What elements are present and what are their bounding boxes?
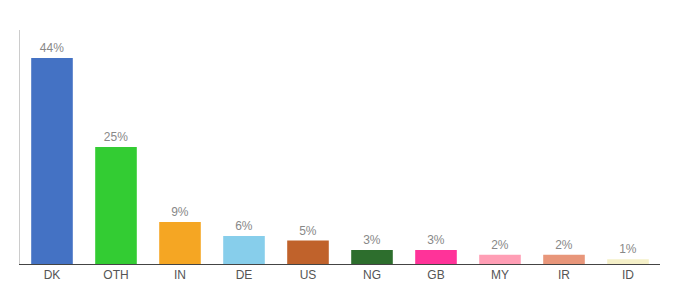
svg-text:DK: DK bbox=[44, 268, 61, 282]
svg-text:44%: 44% bbox=[40, 41, 64, 55]
svg-text:NG: NG bbox=[363, 268, 381, 282]
svg-text:IR: IR bbox=[558, 268, 570, 282]
svg-text:US: US bbox=[300, 268, 317, 282]
svg-text:ID: ID bbox=[622, 268, 634, 282]
svg-text:9%: 9% bbox=[171, 205, 189, 219]
svg-text:25%: 25% bbox=[104, 130, 128, 144]
svg-text:DE: DE bbox=[236, 268, 253, 282]
svg-text:3%: 3% bbox=[363, 233, 381, 247]
svg-text:2%: 2% bbox=[555, 238, 573, 252]
svg-text:MY: MY bbox=[491, 268, 509, 282]
svg-text:IN: IN bbox=[174, 268, 186, 282]
svg-text:6%: 6% bbox=[235, 219, 253, 233]
svg-text:1%: 1% bbox=[619, 242, 637, 256]
svg-text:2%: 2% bbox=[491, 238, 509, 252]
svg-text:OTH: OTH bbox=[103, 268, 128, 282]
svg-text:5%: 5% bbox=[299, 224, 317, 238]
svg-text:GB: GB bbox=[427, 268, 444, 282]
svg-text:3%: 3% bbox=[427, 233, 445, 247]
